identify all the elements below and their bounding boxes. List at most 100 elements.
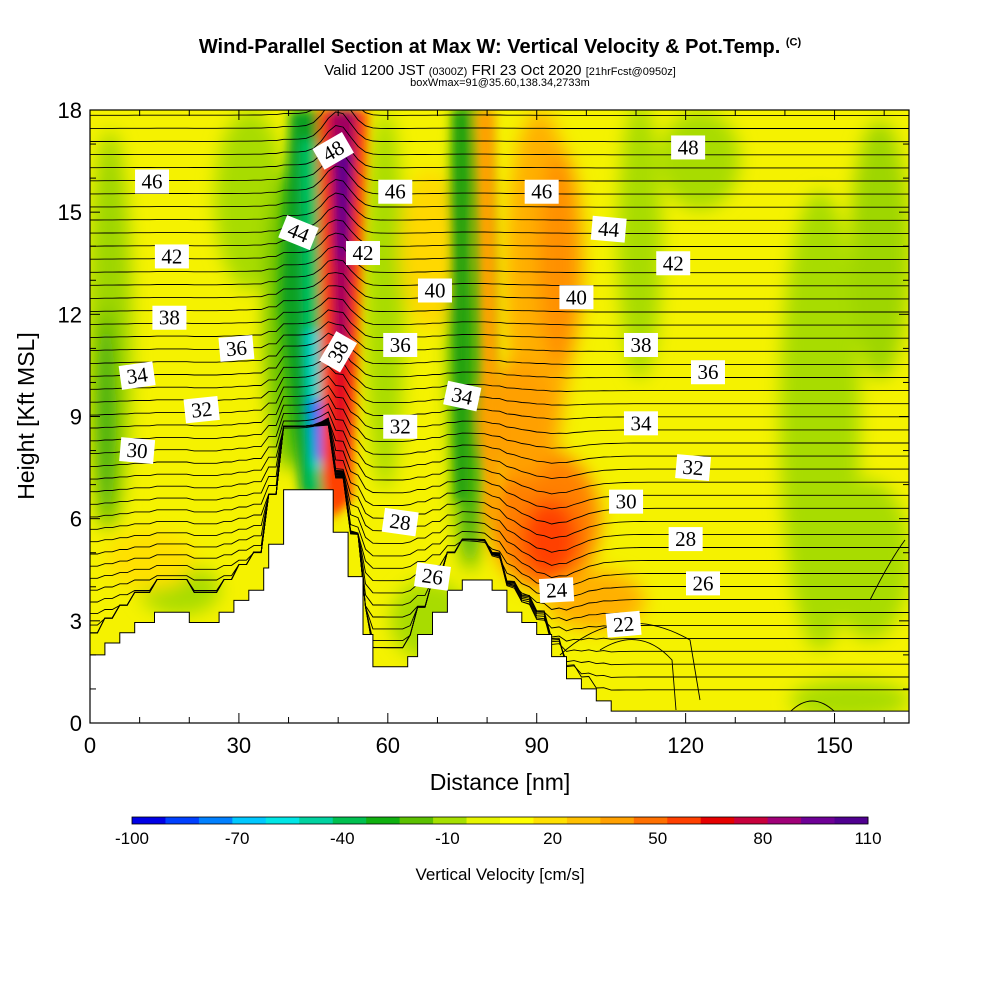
contour-label: 46 <box>135 169 170 194</box>
isentrope-line <box>90 138 909 169</box>
y-tick-label: 12 <box>58 302 82 327</box>
valid-time-line: Valid 1200 JST (0300Z) FRI 23 Oct 2020 [… <box>0 62 1000 79</box>
contour-label: 26 <box>413 562 451 591</box>
y-tick-label: 6 <box>70 507 82 532</box>
isentrope-line <box>90 272 909 300</box>
isentrope-line <box>90 297 909 326</box>
contour-label-box <box>524 179 559 204</box>
contour-label-text: 30 <box>616 490 637 514</box>
colorbar-swatch <box>500 817 534 824</box>
colorbar-swatch <box>366 817 401 824</box>
contour-label-box <box>538 577 575 604</box>
contour-label: 46 <box>378 179 413 204</box>
isentrope-line <box>90 411 909 480</box>
isentrope-line <box>90 420 909 590</box>
potential-temperature-contours <box>90 110 909 691</box>
contour-label: 40 <box>559 285 594 310</box>
isentrope-line <box>90 375 909 420</box>
contour-label-box <box>312 131 354 170</box>
isentrope-line <box>90 110 909 116</box>
y-tick-label: 15 <box>58 200 82 225</box>
isentrope-line <box>90 245 909 274</box>
contour-label-box <box>690 360 725 385</box>
x-tick-label: 0 <box>84 733 96 758</box>
colorbar-swatch <box>232 817 267 824</box>
contour-label-text: 28 <box>675 527 696 551</box>
contour-label-text: 22 <box>612 611 635 637</box>
contour-label: 32 <box>383 414 418 439</box>
isentrope-line <box>90 285 909 313</box>
contour-label-text: 36 <box>225 336 248 362</box>
isentrope-line <box>90 421 909 611</box>
contour-label-box <box>443 380 482 412</box>
contour-label-box <box>590 215 627 243</box>
contour-label: 40 <box>417 278 452 303</box>
contour-label-text: 46 <box>142 170 163 194</box>
contour-label-box <box>319 331 358 373</box>
contour-label-box <box>675 454 712 482</box>
y-axis-label: Height [Kft MSL] <box>13 332 39 499</box>
x-axis-label: Distance [nm] <box>430 769 571 795</box>
y-tick-label: 18 <box>58 98 82 123</box>
contour-label-text: 34 <box>630 411 652 435</box>
contour-label: 34 <box>623 411 658 436</box>
y-tick-label: 0 <box>70 711 82 736</box>
isentrope-line <box>90 419 909 566</box>
colorbar-swatch <box>834 817 869 824</box>
isentrope-line <box>90 219 909 247</box>
contour-label: 42 <box>154 244 189 269</box>
contour-label: 36 <box>218 334 255 362</box>
colorbar-tick-label: 20 <box>543 829 562 848</box>
contour-label: 30 <box>609 489 644 514</box>
contour-label-box <box>118 361 156 390</box>
isentrope-line <box>90 420 909 601</box>
contour-label-text: 40 <box>566 285 587 309</box>
contour-label-box <box>605 610 642 638</box>
isentrope-line <box>90 385 909 435</box>
contour-label-box <box>559 285 594 310</box>
x-tick-label: 150 <box>816 733 853 758</box>
colorbar-swatch <box>198 817 233 824</box>
isentrope-line <box>90 417 909 525</box>
contour-label: 32 <box>675 454 712 482</box>
colorbar-swatch <box>399 817 434 824</box>
contour-label: 42 <box>346 241 380 266</box>
isentrope-line <box>90 111 909 143</box>
contour-label-box <box>383 332 418 357</box>
isentrope-line <box>90 259 909 287</box>
colorbar-tick-label: -100 <box>115 829 149 848</box>
contour-label-box <box>378 179 413 204</box>
colorbar-swatch <box>767 817 802 824</box>
contour-label: 36 <box>690 360 725 385</box>
contour-label: 22 <box>605 610 642 638</box>
contour-label-box <box>383 414 418 439</box>
contour-label-text: 36 <box>697 360 718 384</box>
contour-label: 48 <box>671 135 706 160</box>
colorbar-frame <box>131 816 869 825</box>
isentrope-line <box>90 332 909 366</box>
colorbar-label: Vertical Velocity [cm/s] <box>415 865 584 884</box>
isentrope-line <box>90 418 909 553</box>
contour-label-box <box>686 571 721 596</box>
colorbar-swatch <box>132 817 166 824</box>
isentrope-line <box>90 365 909 406</box>
valid-date: FRI 23 Oct 2020 <box>471 62 582 79</box>
contour-label-box <box>183 395 220 424</box>
terrain-mask <box>89 489 910 724</box>
colorbar-swatch <box>165 817 200 824</box>
isentrope-line <box>90 418 909 495</box>
contour-label: 36 <box>383 332 418 357</box>
contour-label-text: 32 <box>390 415 411 439</box>
colorbar-swatch <box>299 817 334 824</box>
colorbar-tick-label: -40 <box>330 829 355 848</box>
contour-label: 38 <box>623 332 658 357</box>
contour-label: 46 <box>524 179 559 204</box>
contour-label-box <box>346 241 380 266</box>
contour-label-box <box>413 562 451 591</box>
contour-label-box <box>671 135 706 160</box>
isentrope-line <box>90 165 909 195</box>
contour-label: 24 <box>538 577 575 604</box>
isentrope-line <box>90 179 909 208</box>
contour-label-text: 30 <box>126 438 149 464</box>
contour-label-text: 24 <box>545 578 568 603</box>
